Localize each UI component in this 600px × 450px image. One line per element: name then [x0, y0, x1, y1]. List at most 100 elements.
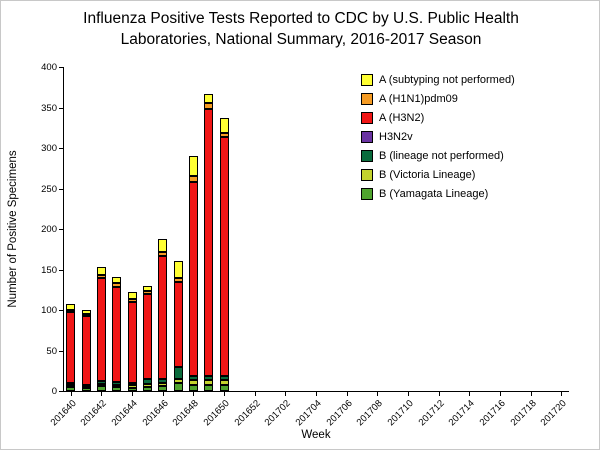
bar-segment: [142, 386, 152, 391]
bar-segment: [173, 366, 183, 379]
y-tick-label: 250: [41, 183, 57, 195]
x-axis-line: [63, 391, 569, 392]
bar-segment: [66, 304, 76, 310]
bar-segment: [158, 238, 168, 253]
bar-segment: [173, 378, 183, 383]
bar-segment: [112, 283, 122, 287]
y-tick-mark: [59, 148, 63, 149]
legend-item: A (H3N2): [361, 111, 515, 124]
bar-segment: [96, 383, 106, 387]
legend-label: A (H3N2): [379, 111, 425, 124]
x-tick-mark: [469, 392, 471, 396]
bar-segment: [219, 118, 229, 133]
y-tick-label: 150: [41, 264, 57, 276]
y-axis-line: [63, 67, 64, 392]
x-tick-mark: [438, 392, 440, 396]
y-tick-mark: [59, 350, 63, 352]
bar-segment: [127, 301, 137, 383]
chart-title-line2: Laboratories, National Summary, 2016-201…: [120, 30, 482, 48]
legend-swatch: [361, 168, 373, 181]
bar-segment: [188, 384, 198, 391]
bar-segment: [219, 380, 229, 385]
bar-segment: [66, 386, 76, 391]
bar-segment: [219, 384, 229, 391]
y-tick-mark: [59, 67, 63, 68]
legend-item: A (H1N1)pdm09: [361, 92, 515, 105]
legend-item: B (lineage not performed): [361, 149, 515, 162]
x-tick-mark: [101, 392, 103, 396]
bar-segment: [142, 293, 152, 379]
y-tick-label: 200: [41, 224, 57, 235]
chart-title: Influenza Positive Tests Reported to CDC…: [1, 9, 599, 51]
x-tick-mark: [193, 392, 195, 396]
bar-segment: [188, 380, 198, 385]
y-tick-label: 300: [41, 143, 57, 154]
bar-segment: [66, 382, 76, 385]
legend-item: H3N2v: [361, 130, 515, 143]
bar-segment: [66, 311, 76, 383]
legend-label: A (H1N1)pdm09: [379, 92, 458, 105]
x-tick-mark: [132, 392, 133, 396]
x-tick-mark: [408, 392, 409, 396]
legend-label: H3N2v: [379, 130, 413, 143]
legend-label: B (Victoria Lineage): [379, 168, 476, 181]
bar-segment: [96, 267, 106, 276]
bar-segment: [173, 261, 183, 278]
y-tick-label: 50: [46, 345, 57, 357]
bar-segment: [81, 314, 91, 317]
bar-segment: [204, 93, 214, 104]
legend-swatch: [361, 73, 373, 86]
bar-segment: [96, 386, 106, 391]
x-tick-mark: [530, 392, 532, 396]
bar-segment: [96, 381, 106, 384]
bar-segment: [158, 378, 168, 383]
legend-swatch: [361, 187, 373, 200]
bar-segment: [188, 182, 198, 377]
legend-item: B (Yamagata Lineage): [361, 187, 515, 200]
legend-label: B (lineage not performed): [379, 149, 504, 162]
x-axis-label: Week: [301, 429, 331, 441]
bar-segment: [127, 292, 137, 299]
bar-segment: [204, 103, 214, 110]
y-tick-mark: [59, 391, 63, 392]
legend-label: B (Yamagata Lineage): [379, 187, 489, 200]
bar-segment: [158, 382, 168, 387]
bar-segment: [96, 277, 106, 382]
x-tick-mark: [224, 392, 225, 396]
y-tick-mark: [59, 229, 63, 230]
bar-segment: [112, 276, 122, 284]
x-tick-mark: [285, 392, 287, 396]
y-tick-label: 100: [41, 305, 57, 316]
bar-segment: [81, 384, 91, 387]
bar-segment: [158, 386, 168, 391]
bar-segment: [173, 382, 183, 391]
bar-segment: [112, 382, 122, 385]
y-tick-mark: [59, 310, 63, 311]
bar-segment: [219, 132, 229, 138]
bar-segment: [158, 255, 168, 379]
bar-segment: [142, 291, 152, 294]
bar-segment: [112, 386, 122, 391]
bar-segment: [112, 286, 122, 383]
bar-segment: [127, 385, 137, 388]
bar-segment: [81, 386, 91, 389]
bar-segment: [127, 382, 137, 386]
y-tick-label: 350: [41, 102, 57, 114]
x-tick-mark: [254, 392, 256, 396]
bar-segment: [188, 176, 198, 182]
y-tick-label: 400: [41, 62, 57, 73]
legend-item: B (Victoria Lineage): [361, 168, 515, 181]
bar-segment: [112, 384, 122, 387]
bar-segment: [66, 310, 76, 312]
y-tick-label: 0: [51, 386, 57, 397]
legend-swatch: [361, 130, 373, 143]
legend-swatch: [361, 111, 373, 124]
chart-legend: A (subtyping not performed) A (H1N1)pdm09…: [361, 73, 515, 206]
bar-segment: [142, 383, 152, 387]
bar-segment: [127, 298, 137, 302]
legend-label: A (subtyping not performed): [379, 73, 515, 86]
bar-segment: [142, 285, 152, 292]
bar-segment: [204, 376, 214, 381]
bar-segment: [173, 281, 183, 367]
chart-title-line1: Influenza Positive Tests Reported to CDC…: [83, 10, 519, 27]
